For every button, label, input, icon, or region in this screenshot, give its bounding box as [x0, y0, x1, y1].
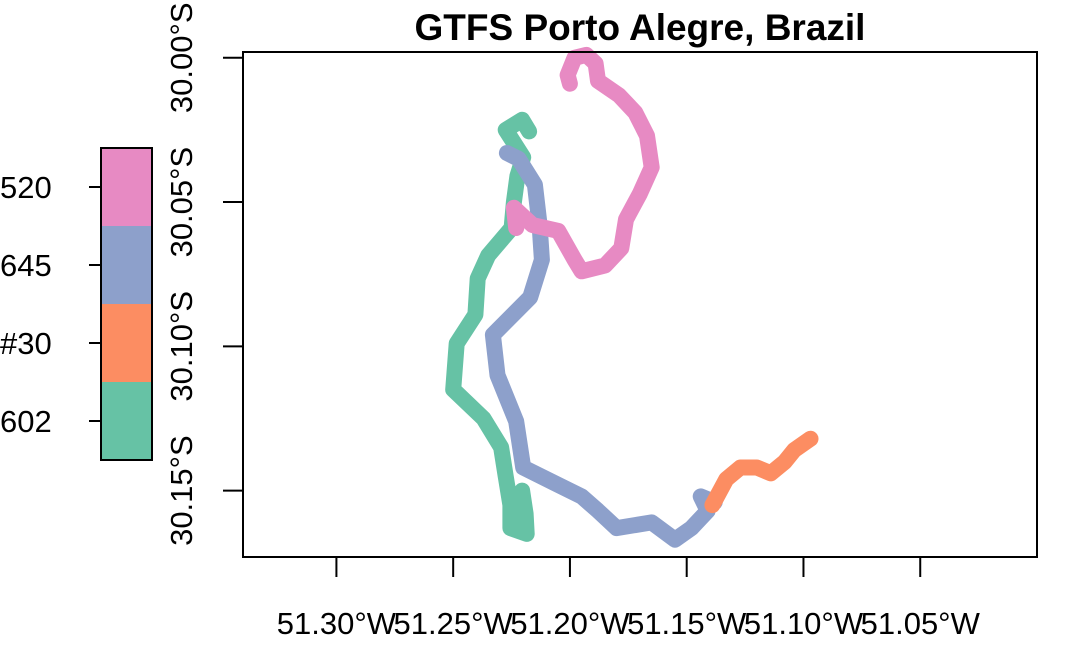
x-axis: 51.30°W51.25°W51.20°W51.15°W51.10°W51.05…	[277, 557, 981, 641]
legend-swatch-2	[101, 304, 152, 382]
route-line-3	[505, 46, 660, 280]
y-tick-label-2: 30.10°S	[164, 291, 199, 402]
x-tick-label-1: 51.25°W	[394, 606, 514, 641]
y-tick-label-0: 30.00°S	[164, 2, 199, 113]
y-axis: 30.00°S 30.05°S 30.10°S 30.15°S	[164, 2, 243, 546]
route-lines	[445, 46, 819, 548]
legend-label-3: 602	[0, 404, 52, 439]
chart-title: GTFS Porto Alegre, Brazil	[415, 7, 866, 48]
legend-swatch-3	[101, 382, 152, 460]
x-tick-label-0: 51.30°W	[277, 606, 397, 641]
x-tick-label-3: 51.15°W	[627, 606, 747, 641]
legend-label-0: 520	[0, 170, 52, 205]
y-tick-label-3: 30.15°S	[164, 435, 199, 546]
route-line-2	[704, 430, 819, 514]
x-tick-label-2: 51.20°W	[510, 606, 630, 641]
y-tick-label-1: 30.05°S	[164, 147, 199, 258]
color-legend: 520 645 #30 602	[0, 147, 153, 461]
legend-swatch-1	[101, 226, 152, 304]
x-tick-label-5: 51.05°W	[861, 606, 981, 641]
x-tick-label-4: 51.10°W	[744, 606, 864, 641]
legend-swatch-0	[101, 148, 152, 226]
legend-label-1: 645	[0, 248, 52, 283]
legend-frame	[100, 147, 153, 461]
legend-label-2: #30	[0, 326, 52, 361]
plot-frame	[242, 51, 1038, 558]
